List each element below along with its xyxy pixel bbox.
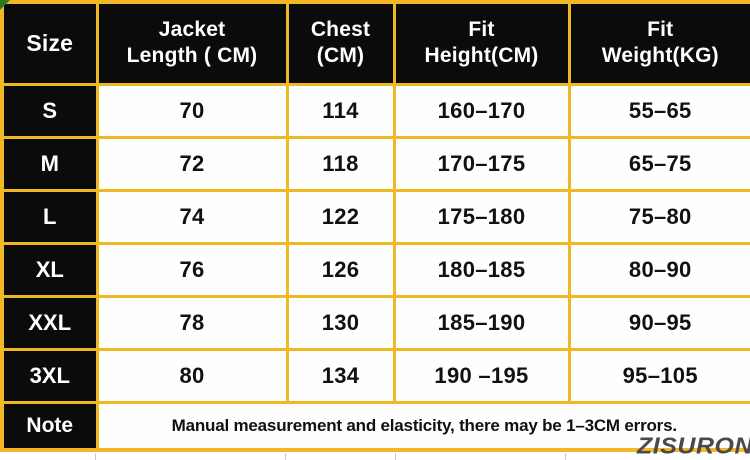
cell-jacket-length: 70: [95, 82, 289, 139]
cell-fit-height: 170–175: [392, 135, 571, 192]
cell-fit-weight: 65–75: [567, 135, 750, 192]
cell-chest: 122: [285, 188, 396, 245]
note-label: Note: [0, 401, 99, 452]
table-row-xl: XL 76 126 180–185 80–90: [0, 241, 750, 299]
cell-fit-weight: 90–95: [567, 295, 750, 352]
row-label-size: S: [0, 82, 99, 139]
header-jacket-length: Jacket Length ( CM): [95, 0, 289, 86]
cell-fit-height: 190 –195: [392, 348, 571, 405]
table-row-s: S 70 114 160–170 55–65: [0, 82, 750, 139]
header-fit-weight: Fit Weight(KG): [567, 0, 750, 86]
table-row-note: Note Manual measurement and elasticity, …: [0, 401, 750, 452]
green-corner-marker-icon: [0, 0, 10, 10]
header-chest: Chest (CM): [285, 0, 396, 86]
header-line: Fit: [647, 18, 674, 41]
row-label-size: XXL: [0, 295, 99, 352]
cell-jacket-length: 74: [95, 188, 289, 245]
header-line: Height(CM): [424, 44, 539, 68]
row-label-size: XL: [0, 241, 99, 299]
cell-chest: 130: [285, 295, 396, 352]
cell-chest: 126: [285, 241, 396, 299]
cell-fit-height: 160–170: [392, 82, 571, 139]
cell-fit-height: 185–190: [392, 295, 571, 352]
header-line: Chest: [310, 18, 371, 41]
note-text: Manual measurement and elasticity, there…: [95, 401, 750, 452]
header-row: Size Jacket Length ( CM) Chest (CM) Fit …: [0, 0, 750, 86]
zisuron-watermark: ZISURON: [637, 433, 750, 459]
table-row-m: M 72 118 170–175 65–75: [0, 135, 750, 192]
header-line: Weight(KG): [601, 44, 719, 68]
next-row-sliver: [0, 452, 750, 460]
cell-fit-weight: 55–65: [567, 82, 750, 139]
cell-jacket-length: 78: [95, 295, 289, 352]
row-label-size: M: [0, 135, 99, 192]
gridline: [95, 453, 96, 460]
gridline: [565, 453, 566, 460]
cell-fit-height: 180–185: [392, 241, 571, 299]
table-row-3xl: 3XL 80 134 190 –195 95–105: [0, 348, 750, 405]
row-label-size: L: [0, 188, 99, 245]
cell-fit-weight: 75–80: [567, 188, 750, 245]
cell-fit-height: 175–180: [392, 188, 571, 245]
header-line: Fit: [468, 18, 495, 41]
header-line: (CM): [316, 44, 365, 68]
cell-jacket-length: 76: [95, 241, 289, 299]
cell-fit-weight: 80–90: [567, 241, 750, 299]
header-fit-height: Fit Height(CM): [392, 0, 571, 86]
header-line: Length ( CM): [126, 44, 258, 68]
header-size: Size: [0, 0, 99, 86]
cell-chest: 114: [285, 82, 396, 139]
gridline: [285, 453, 286, 460]
cell-chest: 118: [285, 135, 396, 192]
header-line: Jacket: [158, 18, 226, 41]
cell-jacket-length: 80: [95, 348, 289, 405]
cell-chest: 134: [285, 348, 396, 405]
table-row-xxl: XXL 78 130 185–190 90–95: [0, 295, 750, 352]
gridline: [395, 453, 396, 460]
cell-jacket-length: 72: [95, 135, 289, 192]
cell-fit-weight: 95–105: [567, 348, 750, 405]
row-label-size: 3XL: [0, 348, 99, 405]
table-row-l: L 74 122 175–180 75–80: [0, 188, 750, 245]
